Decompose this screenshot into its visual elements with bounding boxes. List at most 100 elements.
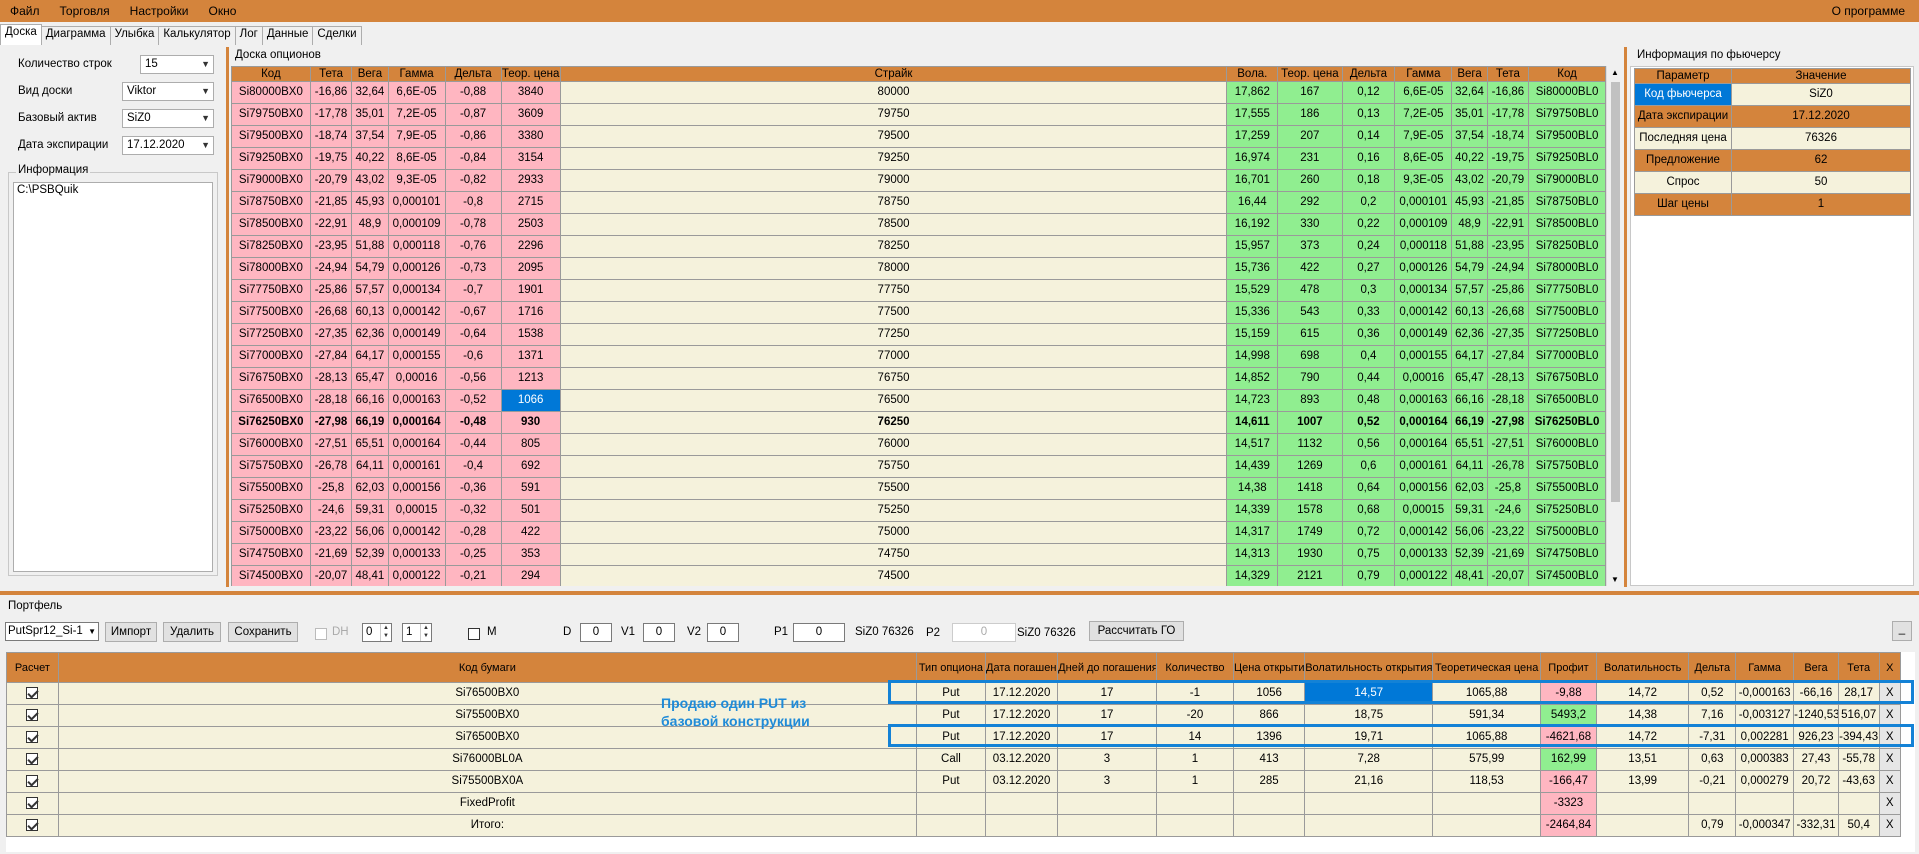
board-cell[interactable]: 77500 xyxy=(559,301,1228,324)
futures-cell[interactable]: Последняя цена xyxy=(1634,127,1732,150)
board-cell[interactable]: 543 xyxy=(1277,301,1343,324)
board-header[interactable]: Гамма xyxy=(1394,66,1453,82)
board-cell[interactable]: -24,94 xyxy=(309,257,353,280)
calc-checkbox[interactable] xyxy=(26,730,39,743)
portfolio-cell[interactable] xyxy=(1155,814,1235,837)
board-cell[interactable]: Si79750BL0 xyxy=(1528,103,1606,126)
board-cell[interactable]: 60,13 xyxy=(1451,301,1488,324)
portfolio-header[interactable]: Гамма xyxy=(1735,652,1795,683)
board-cell[interactable]: 56,06 xyxy=(351,521,389,544)
portfolio-cell[interactable]: -1 xyxy=(1155,682,1235,705)
board-cell[interactable]: 0,000156 xyxy=(1394,477,1453,500)
board-cell[interactable]: 2121 xyxy=(1277,565,1343,586)
portfolio-cell[interactable]: 14 xyxy=(1155,726,1235,749)
board-cell[interactable]: 79500 xyxy=(559,125,1228,148)
board-cell[interactable]: 16,701 xyxy=(1226,169,1279,192)
board-cell[interactable]: 3154 xyxy=(500,147,561,170)
board-cell[interactable]: Si76000BX0 xyxy=(231,433,311,456)
board-cell[interactable]: -25,86 xyxy=(1486,279,1530,302)
portfolio-cell[interactable]: FixedProfit xyxy=(57,792,917,815)
board-cell[interactable]: -0,88 xyxy=(444,81,502,104)
board-cell[interactable]: 422 xyxy=(500,521,561,544)
board-cell[interactable]: -0,25 xyxy=(444,543,502,566)
board-cell[interactable]: 0,27 xyxy=(1341,257,1396,280)
board-cell[interactable]: 0,000134 xyxy=(1394,279,1453,302)
portfolio-cell[interactable] xyxy=(1155,792,1235,815)
board-cell[interactable]: -17,78 xyxy=(1486,103,1530,126)
portfolio-cell[interactable]: 413 xyxy=(1233,748,1306,771)
calc-checkbox[interactable] xyxy=(26,686,39,699)
board-header[interactable]: Теор. цена xyxy=(500,66,561,82)
board-cell[interactable]: Si79250BL0 xyxy=(1528,147,1606,170)
board-cell[interactable]: 0,000164 xyxy=(387,433,446,456)
futures-cell[interactable]: Спрос xyxy=(1634,171,1732,194)
board-cell[interactable]: 0,00016 xyxy=(1394,367,1453,390)
board-cell[interactable]: 0,000142 xyxy=(387,521,446,544)
board-cell[interactable]: -28,18 xyxy=(309,389,353,412)
board-cell[interactable]: 1269 xyxy=(1277,455,1343,478)
board-cell[interactable]: Si78250BL0 xyxy=(1528,235,1606,258)
portfolio-cell[interactable]: 14,72 xyxy=(1595,726,1690,749)
board-cell[interactable]: 0,000126 xyxy=(387,257,446,280)
board-cell[interactable]: 0,22 xyxy=(1341,213,1396,236)
board-cell[interactable]: 0,52 xyxy=(1341,411,1396,434)
portfolio-cell[interactable]: 118,53 xyxy=(1432,770,1542,793)
board-cell[interactable]: 48,9 xyxy=(1451,213,1488,236)
board-cell[interactable]: Si75500BX0 xyxy=(231,477,311,500)
board-cell[interactable]: 0,000142 xyxy=(1394,301,1453,324)
board-cell[interactable]: Si79750BX0 xyxy=(231,103,311,126)
futures-cell[interactable]: Код фьючерса xyxy=(1634,83,1732,106)
board-cell[interactable]: 59,31 xyxy=(1451,499,1488,522)
v1-input[interactable]: 0 xyxy=(643,623,675,642)
board-cell[interactable]: 353 xyxy=(500,543,561,566)
board-cell[interactable]: 80000 xyxy=(559,81,1228,104)
calculate-go-button[interactable]: Рассчитать ГО xyxy=(1089,621,1184,641)
board-cell[interactable]: 0,000109 xyxy=(387,213,446,236)
portfolio-cell[interactable]: -0,000163 xyxy=(1735,682,1795,705)
board-cell[interactable]: 60,13 xyxy=(351,301,389,324)
board-cell[interactable]: 76500 xyxy=(559,389,1228,412)
portfolio-cell[interactable]: 13,51 xyxy=(1595,748,1690,771)
board-cell[interactable]: 16,974 xyxy=(1226,147,1279,170)
tab-board[interactable]: Доска xyxy=(0,24,42,45)
board-cell[interactable]: 186 xyxy=(1277,103,1343,126)
portfolio-cell[interactable]: 7,28 xyxy=(1304,748,1434,771)
board-cell[interactable]: 66,19 xyxy=(1451,411,1488,434)
board-cell[interactable]: -0,36 xyxy=(444,477,502,500)
futures-cell[interactable]: Дата экспирации xyxy=(1634,105,1732,128)
portfolio-cell[interactable]: Si75500BX0 xyxy=(57,704,917,727)
board-cell[interactable]: 9,3E-05 xyxy=(387,169,446,192)
minimize-button[interactable]: _ xyxy=(1892,621,1912,641)
board-cell[interactable]: 292 xyxy=(1277,191,1343,214)
board-cell[interactable]: Si77750BX0 xyxy=(231,279,311,302)
portfolio-header[interactable]: Расчет xyxy=(6,652,59,683)
portfolio-cell[interactable]: 3 xyxy=(1057,748,1157,771)
portfolio-cell[interactable]: Call xyxy=(915,748,987,771)
board-cell[interactable]: -0,73 xyxy=(444,257,502,280)
board-cell[interactable]: 0,000133 xyxy=(387,543,446,566)
portfolio-cell[interactable]: 5493,2 xyxy=(1540,704,1597,727)
board-cell[interactable]: 14,38 xyxy=(1226,477,1279,500)
board-header[interactable]: Гамма xyxy=(387,66,446,82)
board-cell[interactable]: 478 xyxy=(1277,279,1343,302)
portfolio-cell[interactable]: -0,003127 xyxy=(1735,704,1795,727)
board-cell[interactable]: Si77250BX0 xyxy=(231,323,311,346)
board-cell[interactable]: 48,41 xyxy=(351,565,389,586)
board-cell[interactable]: 79750 xyxy=(559,103,1228,126)
board-cell[interactable]: 14,317 xyxy=(1226,521,1279,544)
board-cell[interactable]: 9,3E-05 xyxy=(1394,169,1453,192)
board-cell[interactable]: -21,69 xyxy=(309,543,353,566)
board-cell[interactable]: 8,6E-05 xyxy=(387,147,446,170)
board-cell[interactable]: 0,4 xyxy=(1341,345,1396,368)
board-cell[interactable]: -26,78 xyxy=(1486,455,1530,478)
board-cell[interactable]: -0,64 xyxy=(444,323,502,346)
portfolio-cell[interactable]: 926,23 xyxy=(1793,726,1839,749)
board-cell[interactable]: -20,79 xyxy=(1486,169,1530,192)
futures-cell[interactable]: Шаг цены xyxy=(1634,193,1732,216)
board-cell[interactable]: 79000 xyxy=(559,169,1228,192)
info-textbox[interactable]: C:\PSBQuik xyxy=(13,182,213,572)
board-cell[interactable]: -27,51 xyxy=(1486,433,1530,456)
board-cell[interactable]: 75750 xyxy=(559,455,1228,478)
portfolio-cell[interactable]: Put xyxy=(915,726,987,749)
board-cell[interactable]: 1418 xyxy=(1277,477,1343,500)
